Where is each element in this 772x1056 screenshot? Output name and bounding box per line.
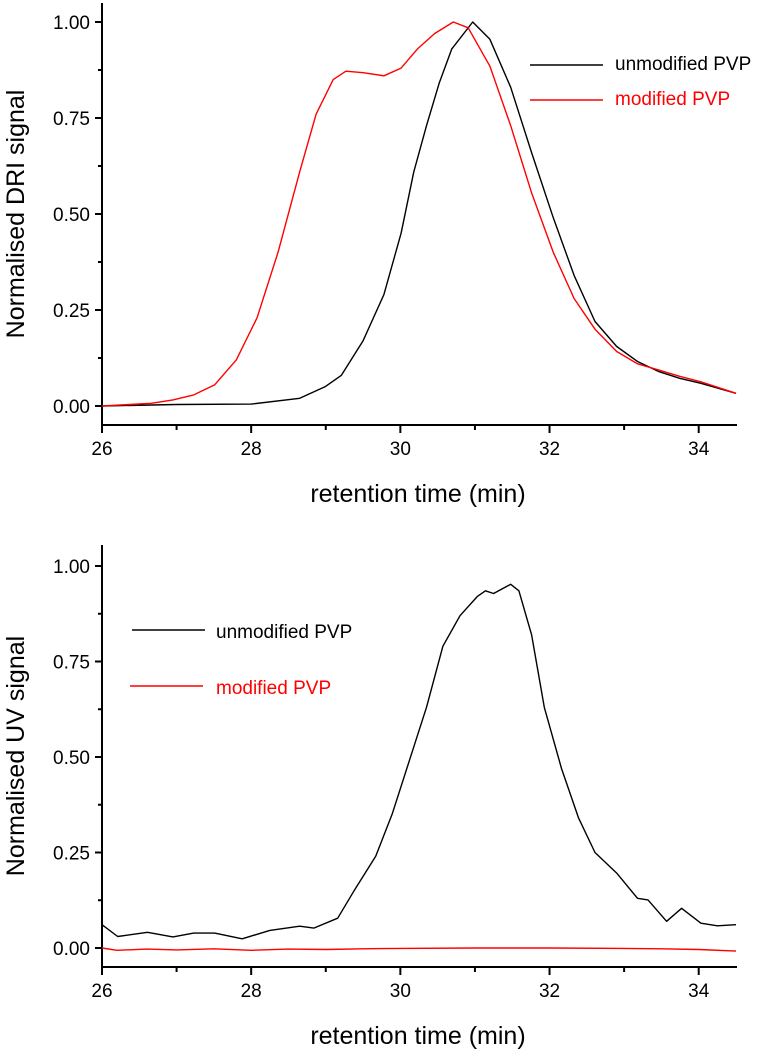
dri-panel: retention time (min) Normalised DRI sign… [2,3,751,508]
x-axis-label: retention time (min) [310,1022,525,1050]
series-line-modified-pvp [101,947,737,952]
x-tick-label: 30 [390,981,411,1002]
series-line-unmodified-pvp [101,21,737,407]
x-tick-label: 28 [241,981,262,1002]
x-tick-label: 30 [390,439,411,460]
y-tick-label: 0.75 [53,109,90,130]
legend-label-unmodified: unmodified PVP [216,622,352,643]
x-tick-label: 26 [91,981,112,1002]
y-tick-label: 1.00 [53,557,90,578]
legend-label-modified: modified PVP [216,678,331,699]
series-line-modified-pvp [101,21,737,407]
y-axis-label: Normalised DRI signal [2,90,30,339]
x-tick-label: 26 [91,439,112,460]
x-tick-label: 34 [688,439,710,460]
x-tick-label: 28 [241,439,262,460]
y-tick-label: 0.50 [53,748,90,769]
y-tick-label: 1.00 [53,13,90,34]
y-tick-label: 0.00 [53,397,90,418]
y-tick-label: 0.50 [53,205,90,226]
y-axis-label: Normalised UV signal [2,636,30,876]
uv-panel: retention time (min) Normalised UV signa… [2,545,737,1050]
x-tick-label: 32 [539,439,560,460]
y-tick-label: 0.25 [53,844,90,865]
legend-label-modified: modified PVP [615,89,730,110]
x-axis-label: retention time (min) [310,480,525,508]
y-tick-label: 0.25 [53,301,90,322]
y-tick-label: 0.00 [53,939,90,960]
legend-label-unmodified: unmodified PVP [615,54,751,75]
x-tick-label: 32 [539,981,560,1002]
y-tick-label: 0.75 [53,653,90,674]
series-line-unmodified-pvp [101,583,737,940]
x-tick-label: 34 [688,981,710,1002]
